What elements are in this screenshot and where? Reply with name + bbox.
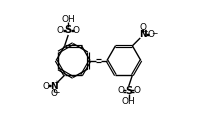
Text: O: O [50, 89, 57, 98]
Text: O: O [57, 26, 64, 35]
Text: OH: OH [122, 97, 136, 106]
Text: N: N [50, 82, 58, 91]
Text: O: O [73, 26, 80, 35]
Text: O: O [133, 86, 140, 95]
Text: −: − [54, 88, 60, 97]
Text: O: O [42, 82, 49, 91]
Text: S: S [65, 25, 72, 35]
Text: +: + [53, 80, 59, 86]
Text: OH: OH [61, 15, 75, 24]
Text: N: N [139, 30, 147, 39]
Text: O: O [140, 23, 147, 32]
Text: O: O [117, 86, 124, 95]
Text: O: O [148, 30, 155, 39]
Text: −: − [151, 29, 157, 38]
Text: S: S [125, 86, 132, 96]
Text: +: + [143, 29, 149, 35]
